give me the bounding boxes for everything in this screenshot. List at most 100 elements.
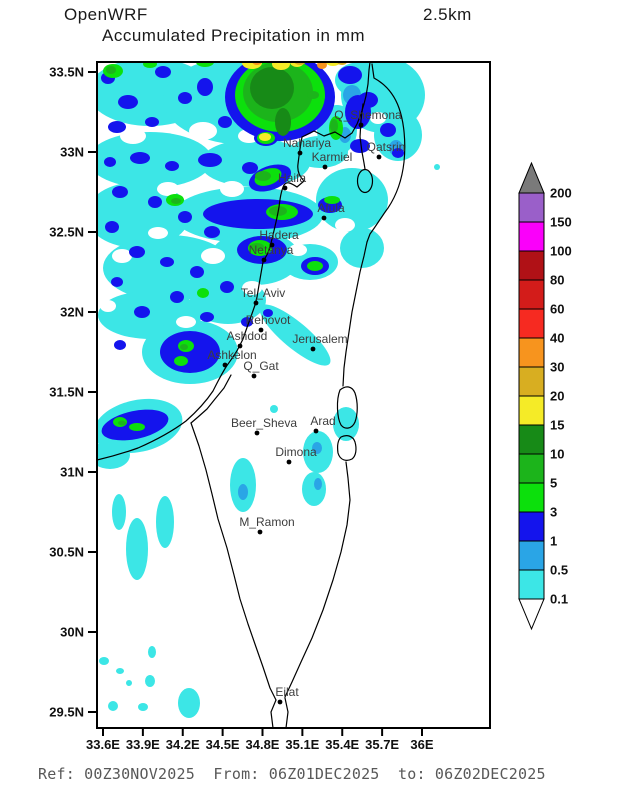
lat-tick-label: 32.5N (49, 225, 84, 240)
city-dot (282, 185, 288, 191)
golan-border (366, 63, 406, 243)
city-marker-Jerusalem: Jerusalem (292, 332, 348, 352)
colorbar-segment (518, 395, 545, 426)
city-marker-Arad: Arad (310, 414, 336, 434)
city-label: M_Ramon (239, 515, 294, 529)
dead-sea-north (336, 386, 358, 429)
city-label: Eilat (275, 685, 299, 699)
city-label: Jerusalem (292, 332, 347, 346)
city-label: Ashkelon (207, 348, 256, 362)
lon-tick-label: 33.6E (86, 737, 120, 752)
lat-tick-label: 33.5N (49, 65, 84, 80)
lon-tick-label: 35.1E (285, 737, 319, 752)
city-marker-Beer_Sheva: Beer_Sheva (231, 416, 297, 436)
plot-title: Accumulated Precipitation in mm (102, 26, 366, 45)
city-label: Netanya (249, 243, 294, 257)
colorbar-segment (518, 569, 545, 600)
colorbar-segment (518, 250, 545, 281)
city-label: Nahariya (283, 136, 331, 150)
gaza-boundary (190, 374, 232, 424)
city-dot (258, 327, 264, 333)
colorbar-label: 40 (550, 331, 564, 346)
city-marker-Q_Gat: Q_Gat (243, 359, 279, 379)
city-marker-Hadera: Hadera (259, 228, 299, 248)
colorbar-label: 100 (550, 244, 572, 259)
egypt-border (190, 422, 277, 701)
colorbar-label: 20 (550, 389, 564, 404)
city-dot (297, 150, 303, 156)
colorbar-segment (518, 424, 545, 455)
city-label: Q_Gat (243, 359, 279, 373)
lat-tick-label: 33N (60, 145, 84, 160)
city-label: Dimona (275, 445, 317, 459)
city-marker-Nahariya: Nahariya (283, 136, 331, 156)
colorbar-label: 0.5 (550, 563, 568, 578)
lon-tick-label: 34.2E (166, 737, 200, 752)
lon-tick-label: 36E (410, 737, 433, 752)
city-label: Rehovot (246, 313, 291, 327)
city-marker-Eilat: Eilat (275, 685, 299, 705)
colorbar-segment (518, 337, 545, 368)
jordan-valley-border (342, 241, 368, 387)
dead-sea-south (337, 435, 357, 461)
colorbar-label: 80 (550, 273, 564, 288)
city-dot (313, 428, 319, 434)
city-dot (222, 362, 228, 368)
city-dot (254, 430, 260, 436)
colorbar-label: 10 (550, 447, 564, 462)
reference-time-text: Ref: 00Z30NOV2025 From: 06Z01DEC2025 to:… (38, 765, 546, 783)
city-dot (286, 459, 292, 465)
city-label: Beer_Sheva (231, 416, 297, 430)
lebanon-border (301, 62, 371, 139)
city-dot (310, 346, 316, 352)
city-marker-Qatsrin: Qatsrin (367, 140, 406, 160)
colorbar-label: 15 (550, 418, 564, 433)
colorbar-segment (518, 482, 545, 513)
colorbar-label: 200 (550, 186, 572, 201)
lat-tick-label: 30.5N (49, 545, 84, 560)
colorbar-label: 0.1 (550, 592, 568, 607)
city-marker-M_Ramon: M_Ramon (239, 515, 295, 535)
city-label: Qatsrin (367, 140, 406, 154)
city-dot (237, 343, 243, 349)
city-dot (277, 699, 283, 705)
city-dot (322, 164, 328, 170)
lon-tick-label: 35.7E (365, 737, 399, 752)
colorbar-segment (518, 540, 545, 571)
lon-tick-label: 34.5E (206, 737, 240, 752)
lat-tick-label: 29.5N (49, 705, 84, 720)
precip-layer-10mm (250, 67, 294, 136)
city-marker-Rehovot: Rehovot (246, 313, 291, 333)
sea-of-galilee (356, 168, 374, 194)
city-dot (269, 242, 275, 248)
lat-axis: 33.5N 33N 32.5N 32N 31.5N 31N 30.5N 30N 29.5N (49, 65, 97, 720)
lon-tick-label: 33.9E (126, 737, 160, 752)
lat-tick-label: 32N (60, 305, 84, 320)
city-dot (257, 529, 263, 535)
city-label: Haifa (278, 171, 306, 185)
city-label: Afula (317, 201, 345, 215)
city-dot (261, 257, 267, 263)
lon-axis: 33.6E 33.9E 34.2E 34.5E 34.8E 35.1E 35.4E 35.7E… (86, 728, 434, 752)
city-marker-Dimona: Dimona (275, 445, 317, 465)
city-dot (253, 300, 259, 306)
city-label: Karmiel (312, 150, 353, 164)
gulf-of-aqaba-coast (270, 697, 289, 728)
colorbar-label: 60 (550, 302, 564, 317)
precipitation-field (97, 62, 440, 718)
resolution-label: 2.5km (423, 5, 472, 24)
colorbar: 200 150 100 80 60 40 30 20 15 10 5 3 1 0.5 0.1 (518, 161, 572, 631)
city-label: Ashdod (227, 329, 268, 343)
city-label: Q_Shemona (334, 108, 402, 122)
lat-tick-label: 31N (60, 465, 84, 480)
city-marker-Tel_Aviv: Tel_Aviv (241, 286, 285, 306)
map-frame (96, 61, 491, 729)
colorbar-segment (518, 192, 545, 223)
model-title: OpenWRF (64, 5, 148, 24)
lon-tick-label: 35.4E (325, 737, 359, 752)
colorbar-segment (518, 511, 545, 542)
city-label: Arad (310, 414, 335, 428)
lat-tick-label: 30N (60, 625, 84, 640)
